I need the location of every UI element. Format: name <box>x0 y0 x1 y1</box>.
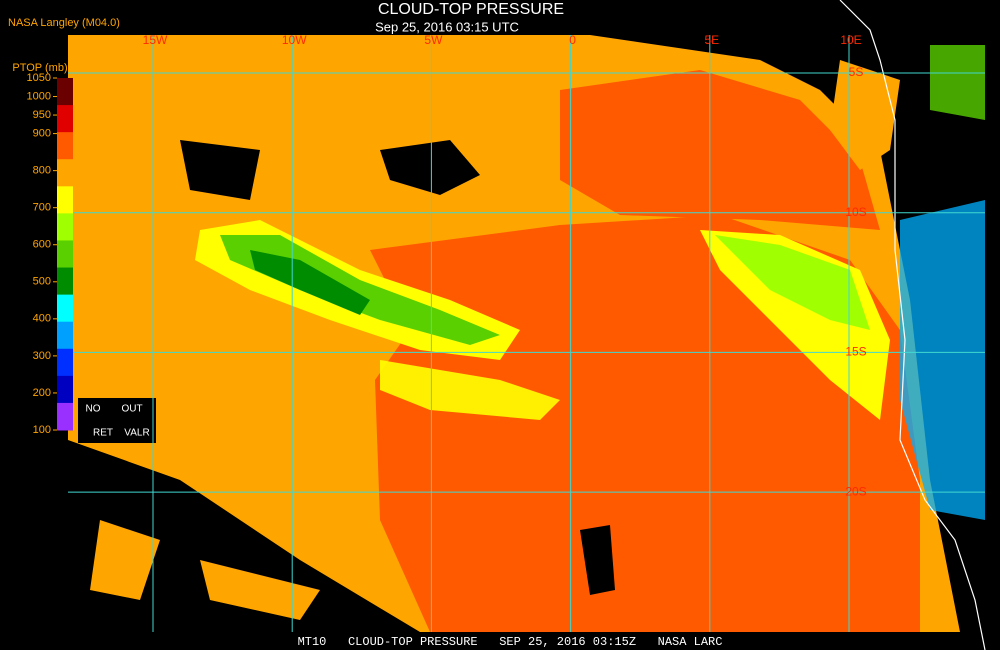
footer: MT10 CLOUD-TOP PRESSURE SEP 25, 2016 03:… <box>298 635 723 649</box>
mid-cloud-band <box>380 360 560 420</box>
legend: PTOP (mb)1050 1000 950 900 800 700 600 500 400 30… <box>12 62 149 439</box>
high-cloud <box>900 200 985 520</box>
color-swatch <box>57 186 73 214</box>
longitude-label: 10E <box>840 33 861 47</box>
legend-tick-label: 600 <box>33 239 51 251</box>
cloud-patch <box>90 520 160 600</box>
color-swatch <box>57 132 73 160</box>
legend-note: RET <box>93 428 113 439</box>
legend-tick-label: 900 <box>33 127 51 139</box>
color-swatch <box>57 348 73 377</box>
source-label: NASA Langley (M04.0) <box>8 17 120 29</box>
clear-sky <box>590 35 990 632</box>
imagery <box>68 0 990 650</box>
longitude-label: 5W <box>424 33 443 47</box>
color-swatch <box>57 294 73 323</box>
longitude-label: 10W <box>282 33 307 47</box>
legend-tick-label: 100 <box>33 424 51 436</box>
cloud-patch <box>830 60 900 170</box>
latitude-label: 15S <box>845 345 866 359</box>
graticule: 15W 10W 5W 0 5E 10E 5S 10S 15S 20S <box>68 33 985 632</box>
color-swatch <box>57 240 73 269</box>
color-swatch <box>57 213 73 241</box>
longitude-label: 0 <box>569 33 576 47</box>
legend-title: PTOP (mb) <box>12 62 67 74</box>
legend-tick-label: 800 <box>33 165 51 177</box>
color-swatch <box>57 105 73 133</box>
color-swatch <box>57 78 73 106</box>
legend-tick-label: 700 <box>33 202 51 214</box>
clear-sky <box>380 140 480 195</box>
color-swatch <box>57 321 73 350</box>
latitude-label: 20S <box>845 484 866 498</box>
color-swatch <box>57 375 73 404</box>
legend-tick-label: 1000 <box>27 90 51 102</box>
color-swatch <box>57 402 73 431</box>
coastline <box>839 0 986 650</box>
longitude-label: 15W <box>143 33 168 47</box>
legend-note: VALR <box>124 428 149 439</box>
latitude-label: 10S <box>845 205 866 219</box>
clear-sky <box>68 440 420 632</box>
clear-sky <box>580 525 615 595</box>
note-box <box>78 398 156 443</box>
legend-tick-label: 300 <box>33 350 51 362</box>
low-cloud-region <box>560 70 880 230</box>
color-swatch <box>57 159 73 187</box>
legend-tick-label: 500 <box>33 276 51 288</box>
title: CLOUD-TOP PRESSURE <box>378 1 564 18</box>
color-swatch <box>57 267 73 296</box>
legend-tick-label: 1050 <box>27 72 51 84</box>
legend-tick-label: 200 <box>33 387 51 399</box>
mid-cloud-core <box>250 250 370 315</box>
clear-sky <box>180 140 260 200</box>
legend-note: OUT <box>121 404 142 415</box>
latitude-label: 5S <box>849 65 864 79</box>
legend-tick-label: 950 <box>33 109 51 121</box>
cloud-patch <box>200 560 320 620</box>
mid-cloud <box>930 45 985 120</box>
mid-cloud-band <box>715 235 870 330</box>
longitude-label: 5E <box>704 33 719 47</box>
legend-tick-label: 400 <box>33 313 51 325</box>
legend-note: NO <box>86 404 101 415</box>
subtitle: Sep 25, 2016 03:15 UTC <box>375 19 519 34</box>
